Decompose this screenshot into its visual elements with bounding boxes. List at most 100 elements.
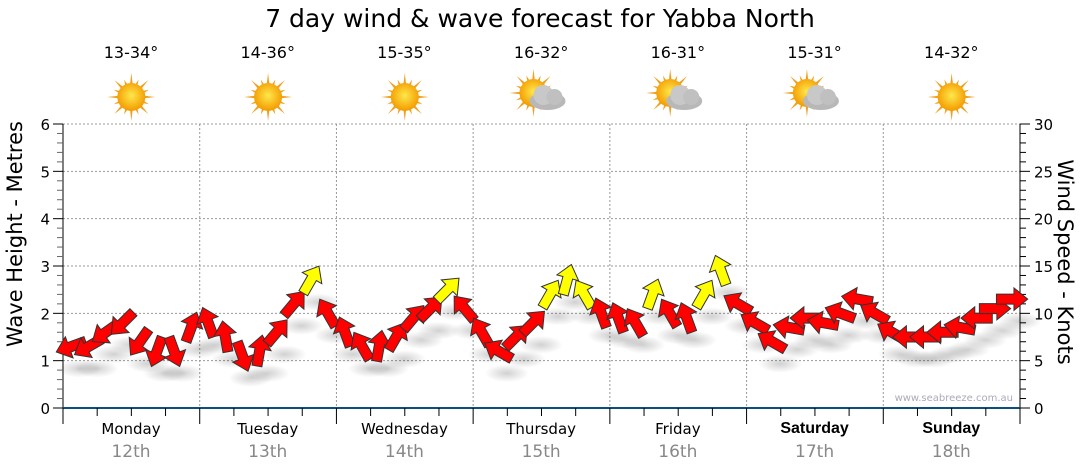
sun-ray: [963, 95, 976, 99]
day-date: 16th: [658, 442, 698, 462]
sun-disc: [390, 83, 419, 111]
sun-ray: [805, 69, 809, 82]
wind-arrow: [824, 301, 858, 325]
wind-arrow: [518, 310, 546, 338]
sunny-icon: [927, 73, 976, 121]
arrow-shadow: [536, 307, 581, 326]
day-name: Wednesday: [361, 420, 448, 438]
arrow-shadow: [758, 354, 803, 373]
wind-arrow: [180, 311, 204, 344]
arrow-shadow: [279, 316, 324, 335]
sun-ray: [532, 69, 535, 82]
partly-cloudy-icon: [509, 69, 566, 117]
wind-arrow: [589, 297, 613, 330]
arrow-shadow: [382, 350, 427, 368]
y-tick-label: 6: [40, 116, 50, 134]
wind-arrow: [484, 339, 515, 364]
day-temp-range: 14-32°: [924, 43, 979, 62]
day-name: Sunday: [922, 420, 981, 437]
wind-arrow: [262, 319, 288, 348]
wind-arrow: [383, 322, 408, 354]
sun-ray: [244, 95, 257, 99]
sun-ray: [532, 104, 535, 117]
wind-arrow: [859, 301, 891, 326]
sun-ray: [279, 95, 293, 99]
y-tick-label: 0: [40, 400, 50, 418]
wind-arrow: [623, 308, 649, 339]
y2-tick-label: 0: [1034, 400, 1044, 418]
sun-ray: [668, 104, 672, 117]
partly-cloudy-icon: [782, 69, 839, 117]
sun-ray: [805, 104, 809, 117]
wind-arrow: [757, 330, 789, 355]
sun-ray: [266, 108, 270, 121]
day-name: Friday: [655, 420, 701, 438]
y2-tick-label: 15: [1034, 258, 1053, 276]
wind-arrow: [212, 320, 238, 354]
arrow-shadow: [518, 335, 563, 354]
arrow-shadow: [262, 345, 307, 364]
wind-arrow: [316, 298, 341, 330]
y2-axis-label: Wind Speed - Knots: [1053, 159, 1077, 365]
y-tick-label: 1: [40, 353, 50, 371]
cloud: [546, 89, 563, 105]
y2-tick-label: 30: [1034, 116, 1053, 134]
day-date: 13th: [248, 442, 288, 462]
wind-arrow: [298, 265, 323, 297]
wind-arrow: [674, 302, 698, 335]
wind-arrow: [658, 298, 683, 330]
sun-ray: [927, 95, 940, 99]
y-tick-label: 3: [40, 258, 50, 276]
sun-ray: [950, 73, 954, 86]
wind-arrow: [415, 296, 443, 324]
day-date: 15th: [521, 442, 561, 462]
arrow-shadow: [74, 359, 119, 378]
day-date: 12th: [111, 442, 151, 462]
day-temp-range: 14-36°: [240, 43, 295, 62]
wind-arrow: [995, 286, 1029, 312]
arrow-shadow: [706, 283, 751, 302]
sun-disc: [937, 83, 966, 111]
y2-tick-label: 25: [1034, 163, 1053, 181]
wind-arrow: [641, 278, 665, 311]
sun-ray: [266, 73, 270, 86]
wind-arrow: [960, 305, 993, 331]
sun-ray: [950, 108, 954, 121]
day-date: 17th: [795, 442, 835, 462]
day-name: Thursday: [506, 420, 577, 438]
day-name: Monday: [101, 420, 161, 438]
chart-title: 7 day wind & wave forecast for Yabba Nor…: [265, 4, 815, 33]
sunny-icon: [107, 73, 156, 121]
sun-ray: [143, 95, 156, 99]
sun-ray: [646, 91, 659, 95]
day-temp-range: 16-31°: [650, 43, 706, 62]
watermark: www.seabreeze.com.au: [895, 393, 1013, 404]
wind-arrow: [740, 311, 772, 336]
arrow-shadow: [416, 321, 461, 340]
y2-tick-label: 5: [1034, 353, 1044, 371]
sun-ray: [403, 73, 407, 86]
cloud: [683, 89, 700, 105]
wind-arrow: [806, 310, 840, 335]
y-axis-label: Wave Height - Metres: [3, 121, 27, 347]
arrow-shadow: [245, 364, 290, 383]
wind-arrow: [350, 331, 375, 363]
partly-cloudy-icon: [646, 69, 703, 117]
sun-disc: [117, 83, 146, 111]
arrow-shadow: [484, 364, 529, 383]
day-temp-range: 15-31°: [787, 43, 842, 62]
day-temp-range: 13-34°: [103, 43, 159, 62]
sun-ray: [380, 95, 393, 99]
y2-tick-label: 20: [1034, 211, 1053, 229]
wind-arrow: [163, 334, 187, 368]
arrow-shadow: [621, 335, 666, 354]
arrow-shadow: [689, 307, 734, 326]
day-date: 18th: [931, 442, 971, 462]
sun-ray: [129, 73, 133, 86]
sunny-icon: [380, 73, 429, 121]
wind-arrow: [110, 307, 138, 335]
sunny-icon: [244, 73, 293, 121]
wind-arrow: [943, 315, 977, 340]
